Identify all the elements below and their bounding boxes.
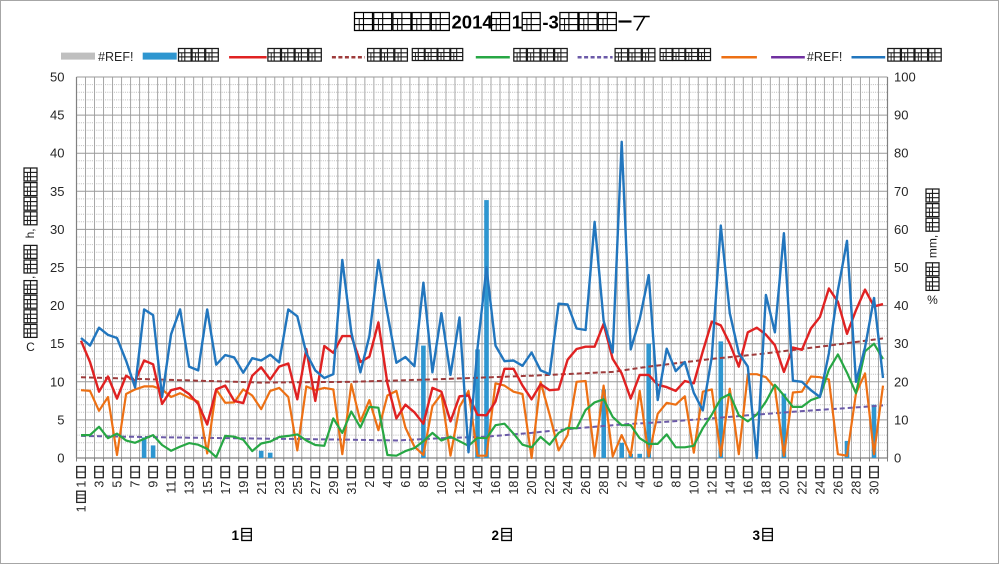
svg-text:29: 29 — [327, 481, 341, 495]
svg-text:13: 13 — [183, 481, 197, 495]
svg-text:27: 27 — [309, 481, 323, 495]
svg-text:5: 5 — [111, 481, 125, 488]
svg-text:3: 3 — [93, 481, 107, 488]
svg-text:28: 28 — [850, 481, 864, 495]
svg-text:80: 80 — [894, 146, 908, 161]
svg-text:5: 5 — [57, 412, 64, 427]
svg-text:20: 20 — [50, 298, 64, 313]
svg-text:18: 18 — [507, 481, 521, 495]
svg-text:22: 22 — [543, 481, 557, 495]
svg-text:25: 25 — [50, 260, 64, 275]
svg-text:10: 10 — [687, 481, 701, 495]
svg-text:10: 10 — [894, 412, 908, 427]
svg-text:50: 50 — [50, 70, 64, 85]
svg-text:6: 6 — [399, 481, 413, 488]
svg-text:26: 26 — [579, 481, 593, 495]
svg-text:50: 50 — [894, 260, 908, 275]
svg-text:16: 16 — [489, 481, 503, 495]
svg-text:12: 12 — [453, 481, 467, 495]
svg-text:19: 19 — [237, 481, 251, 495]
svg-text:10: 10 — [50, 374, 64, 389]
svg-text:#REF!: #REF! — [98, 50, 133, 64]
svg-text:14: 14 — [723, 481, 737, 495]
svg-text:3: 3 — [752, 528, 760, 543]
svg-text:%: % — [927, 293, 938, 307]
svg-text:11: 11 — [165, 481, 179, 494]
svg-text:12: 12 — [705, 481, 719, 495]
svg-text:#REF!: #REF! — [807, 50, 842, 64]
svg-text:1: 1 — [75, 505, 89, 512]
svg-text:20: 20 — [525, 481, 539, 495]
svg-text:21: 21 — [255, 481, 269, 495]
svg-text:1: 1 — [75, 481, 89, 488]
svg-text:40: 40 — [50, 146, 64, 161]
svg-text:6: 6 — [651, 481, 665, 488]
svg-text:15: 15 — [50, 336, 64, 351]
svg-text:7: 7 — [129, 481, 143, 488]
svg-text:24: 24 — [561, 481, 575, 495]
svg-text:8: 8 — [417, 481, 431, 488]
svg-text:23: 23 — [273, 481, 287, 495]
svg-text:8: 8 — [669, 481, 683, 488]
svg-text:2: 2 — [363, 481, 377, 488]
svg-text:15: 15 — [201, 481, 215, 495]
svg-text:18: 18 — [760, 481, 774, 495]
svg-text:31: 31 — [345, 481, 359, 495]
svg-text:-3: -3 — [542, 12, 558, 33]
svg-text:40: 40 — [894, 298, 908, 313]
svg-text:24: 24 — [814, 481, 828, 495]
svg-text:0: 0 — [57, 451, 64, 466]
svg-text:70: 70 — [894, 184, 908, 199]
svg-text:60: 60 — [894, 222, 908, 237]
svg-text:C: C — [26, 340, 35, 354]
svg-text:20: 20 — [778, 481, 792, 495]
svg-text:26: 26 — [832, 481, 846, 495]
svg-text:mm,: mm, — [926, 235, 940, 258]
svg-text:4: 4 — [381, 481, 395, 488]
svg-text:28: 28 — [597, 481, 611, 495]
svg-text:,: , — [23, 276, 37, 279]
svg-text:16: 16 — [741, 481, 755, 495]
svg-text:45: 45 — [50, 108, 64, 123]
svg-text:1: 1 — [231, 528, 239, 543]
svg-text:30: 30 — [868, 481, 882, 495]
svg-text:25: 25 — [291, 481, 305, 495]
svg-text:2: 2 — [615, 481, 629, 488]
svg-text:2: 2 — [491, 528, 499, 543]
svg-text:90: 90 — [894, 108, 908, 123]
svg-text:20: 20 — [894, 374, 908, 389]
svg-text:35: 35 — [50, 184, 64, 199]
svg-text:0: 0 — [894, 451, 901, 466]
svg-text:4: 4 — [633, 481, 647, 488]
svg-text:1: 1 — [512, 12, 522, 33]
svg-text:h,: h, — [23, 228, 37, 238]
svg-text:17: 17 — [219, 481, 233, 495]
svg-text:2014: 2014 — [452, 12, 494, 33]
svg-text:100: 100 — [894, 70, 916, 85]
svg-text:9: 9 — [147, 481, 161, 488]
svg-text:30: 30 — [50, 222, 64, 237]
svg-text:10: 10 — [435, 481, 449, 495]
svg-text:14: 14 — [471, 481, 485, 495]
svg-text:30: 30 — [894, 336, 908, 351]
svg-text:22: 22 — [796, 481, 810, 495]
